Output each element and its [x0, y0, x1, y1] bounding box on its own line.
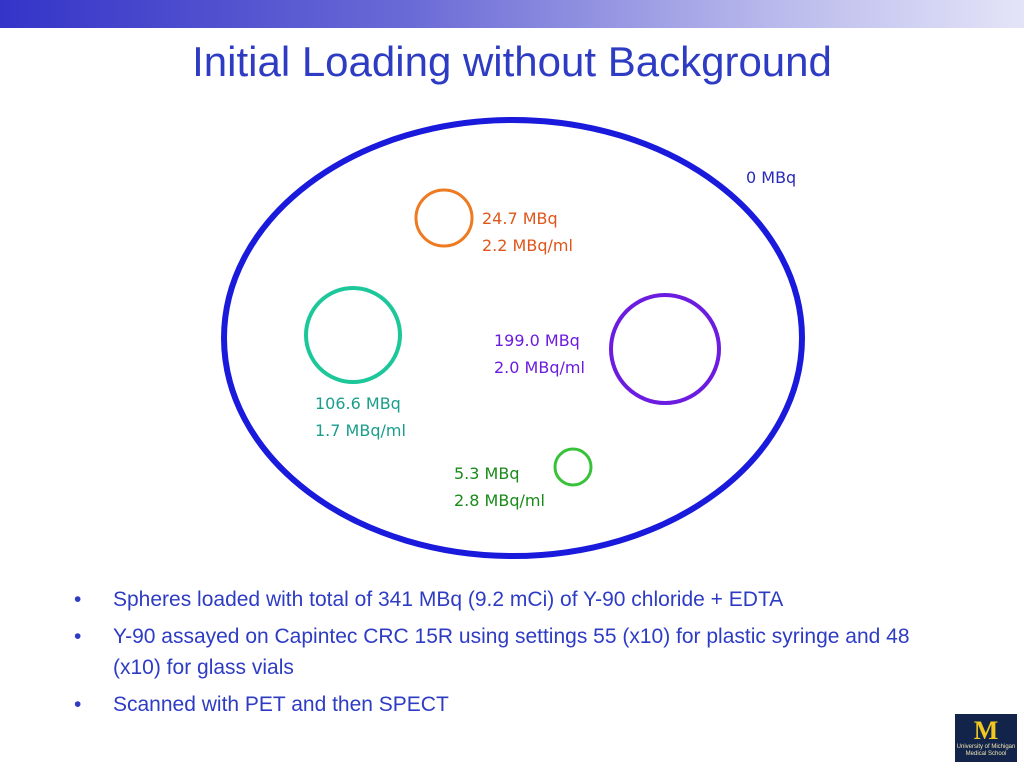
orange-sphere-label: 24.7 MBq 2.2 MBq/ml: [482, 205, 573, 259]
orange-sphere-concentration: 2.2 MBq/ml: [482, 236, 573, 255]
purple-sphere-concentration: 2.0 MBq/ml: [494, 358, 585, 377]
purple-sphere-label: 199.0 MBq 2.0 MBq/ml: [494, 327, 585, 381]
bullet-text: Scanned with PET and then SPECT: [113, 693, 449, 716]
logo-line-2: Medical School: [965, 751, 1007, 757]
green-sphere-concentration: 2.8 MBq/ml: [454, 491, 545, 510]
purple-sphere: [609, 293, 721, 405]
bullet-dot: •: [74, 693, 82, 716]
bullet-item: • Scanned with PET and then SPECT: [72, 689, 932, 720]
orange-sphere-activity: 24.7 MBq: [482, 209, 558, 228]
teal-sphere-concentration: 1.7 MBq/ml: [315, 421, 406, 440]
header-gradient-bar: [0, 0, 1024, 28]
teal-sphere-label: 106.6 MBq 1.7 MBq/ml: [315, 390, 406, 444]
bullet-item: • Spheres loaded with total of 341 MBq (9…: [72, 584, 932, 615]
bullet-dot: •: [74, 588, 82, 611]
university-logo: M University of Michigan Medical School: [955, 714, 1017, 762]
bullet-list: • Spheres loaded with total of 341 MBq (9…: [72, 584, 932, 726]
slide-title: Initial Loading without Background: [192, 38, 832, 85]
logo-letter: M: [973, 716, 999, 745]
bullet-dot: •: [74, 625, 82, 648]
phantom-ellipse: [221, 117, 805, 559]
phantom-activity-label: 0 MBq: [746, 168, 797, 187]
green-sphere-activity: 5.3 MBq: [454, 464, 520, 483]
bullet-text: Spheres loaded with total of 341 MBq (9.…: [113, 588, 784, 611]
bullet-item: • Y-90 assayed on Capintec CRC 15R using …: [72, 621, 932, 683]
teal-sphere-activity: 106.6 MBq: [315, 394, 401, 413]
green-sphere: [553, 447, 593, 487]
teal-sphere: [304, 286, 402, 384]
green-sphere-label: 5.3 MBq 2.8 MBq/ml: [454, 460, 545, 514]
logo-line-1: University of Michigan: [956, 744, 1016, 750]
purple-sphere-activity: 199.0 MBq: [494, 331, 580, 350]
bullet-text: Y-90 assayed on Capintec CRC 15R using s…: [113, 625, 910, 679]
orange-sphere: [414, 188, 474, 248]
